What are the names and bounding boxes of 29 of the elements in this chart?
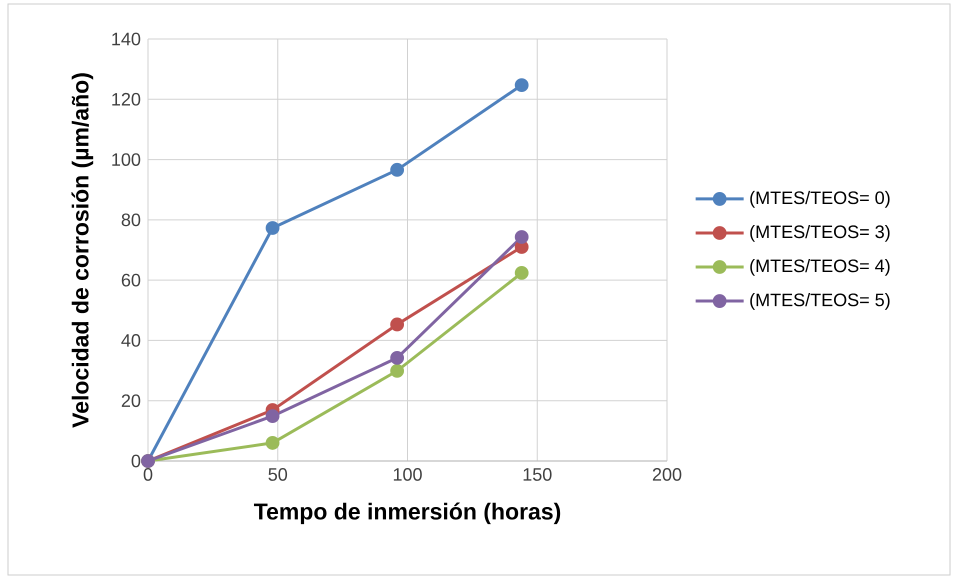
point bbox=[514, 266, 529, 280]
x-tick-label: 150 bbox=[524, 468, 552, 481]
point bbox=[390, 318, 404, 332]
y-tick-label: 40 bbox=[121, 334, 140, 347]
legend-label: (MTES/TEOS= 3) bbox=[750, 224, 890, 242]
x-axis-title: Tempo de inmersión (horas) bbox=[254, 502, 560, 524]
legend-label: (MTES/TEOS= 4) bbox=[750, 258, 890, 276]
point bbox=[266, 436, 280, 450]
y-tick-label: 140 bbox=[112, 32, 140, 46]
y-tick-label: 80 bbox=[122, 213, 140, 226]
y-tick-label: 60 bbox=[122, 274, 140, 287]
x-tick-label: 0 bbox=[144, 468, 152, 481]
y-tick-label: 120 bbox=[112, 92, 140, 106]
x-tick-label: 50 bbox=[268, 468, 288, 481]
point bbox=[266, 221, 280, 235]
point bbox=[514, 78, 529, 92]
y-tick-label: 100 bbox=[112, 153, 140, 166]
legend-label: (MTES/TEOS= 5) bbox=[750, 293, 890, 310]
legend-label: (MTES/TEOS= 0) bbox=[750, 190, 890, 208]
point bbox=[390, 162, 404, 177]
point bbox=[390, 351, 404, 365]
x-tick-label: 100 bbox=[394, 468, 422, 481]
y-tick-label: 0 bbox=[132, 454, 140, 468]
y-axis-title: Velocidad de corrosión (µm/año) bbox=[72, 73, 94, 428]
y-tick-label: 20 bbox=[122, 394, 140, 408]
point bbox=[390, 364, 404, 378]
point bbox=[266, 409, 280, 423]
point bbox=[514, 230, 529, 244]
x-tick-label: 200 bbox=[652, 468, 682, 481]
